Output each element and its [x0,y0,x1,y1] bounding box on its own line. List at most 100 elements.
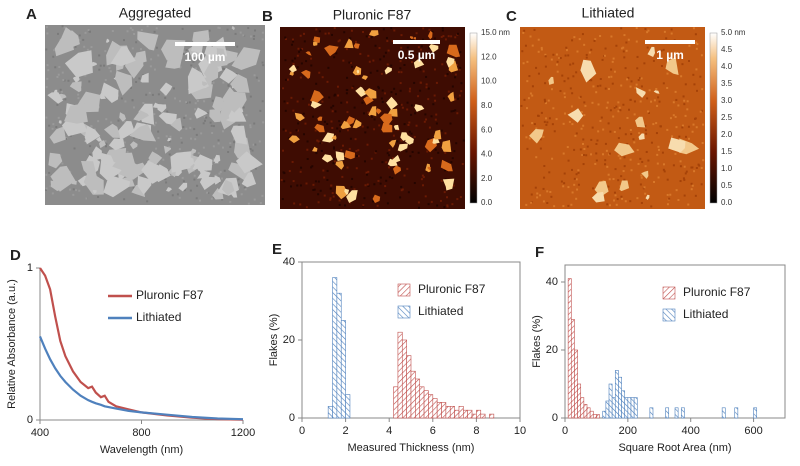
speckle [524,44,527,47]
speckle [305,60,308,63]
speckle [155,27,158,30]
flake [364,88,377,99]
speckle [317,201,320,204]
speckle [564,54,567,57]
speckle [529,35,532,38]
flake [314,123,325,133]
speckle [620,47,623,50]
speckle [408,90,411,93]
histogram-bar [614,370,619,419]
speckle [522,31,525,34]
speckle [592,187,595,190]
speckle [387,49,390,52]
speckle [454,98,457,101]
histogram-bar [489,413,495,419]
speckle [321,76,324,79]
histogram-bar [415,378,421,419]
colorbar-label: 4.0 [721,62,733,71]
speckle [650,205,653,208]
speckle [422,176,425,179]
speckle [636,149,639,152]
speckle [561,74,564,77]
speckle [698,164,701,167]
speckle [367,184,370,187]
speckle [430,115,433,118]
speckle [290,185,293,188]
speckle [692,123,695,126]
speckle [640,201,643,204]
speckle [253,74,256,77]
speckle [218,27,221,30]
speckle [525,136,528,139]
flake [110,46,136,67]
speckle [188,101,191,104]
speckle [443,169,446,172]
speckle [172,87,175,90]
speckle [376,69,379,72]
x-tick-label: 200 [619,425,637,437]
speckle [619,157,622,160]
speckle [636,197,639,200]
speckle [164,96,167,99]
speckle [553,130,556,133]
speckle [578,38,581,41]
speckle [385,179,388,182]
flake [414,104,425,112]
speckle [527,97,530,100]
speckle [399,60,402,63]
speckle [590,48,593,51]
speckle [192,60,195,63]
speckle [237,186,240,189]
speckle [181,176,184,179]
speckle [180,141,183,144]
speckle [221,198,224,201]
speckle [410,113,413,116]
speckle [90,125,93,128]
speckle [599,119,602,122]
flake [100,153,114,166]
speckle [324,32,327,35]
flake [301,69,311,79]
speckle [629,85,632,88]
flake [221,114,230,121]
speckle [683,103,686,106]
speckle [339,124,342,127]
speckle [406,46,409,49]
speckle [539,194,542,197]
histogram-bar [586,407,591,419]
speckle [401,188,404,191]
histogram-bar [618,376,622,419]
speckle [305,206,308,209]
speckle [424,195,427,198]
speckle [261,100,264,103]
speckle [327,32,330,35]
speckle [558,56,561,59]
speckle [419,89,422,92]
colorbar-label: 8.0 [481,101,493,110]
speckle [217,139,220,142]
speckle [399,103,402,106]
flake [441,140,452,152]
speckle [582,154,585,157]
speckle [531,122,534,125]
flake [440,159,453,172]
flake [58,120,62,124]
speckle [69,188,72,191]
panel-label: A [26,6,37,23]
speckle [227,150,230,153]
speckle [626,78,629,81]
flake [433,129,442,140]
speckle [646,97,649,100]
speckle [675,98,678,101]
speckle [604,47,607,50]
speckle [51,192,54,195]
speckle [655,87,658,90]
speckle [615,44,618,47]
speckle [318,71,321,74]
colorbar-label: 4.0 [481,150,493,159]
speckle [567,54,570,57]
speckle [254,29,257,32]
speckle [701,142,704,145]
speckle [451,85,454,88]
speckle [656,153,659,156]
